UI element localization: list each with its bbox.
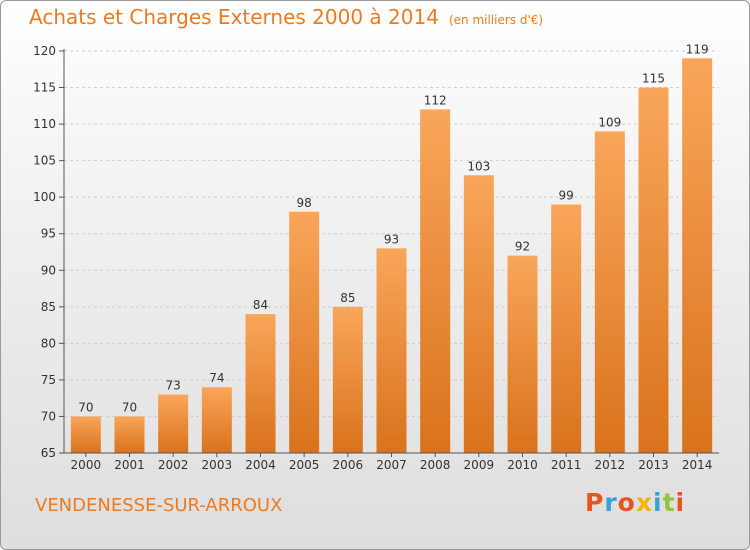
y-tick-label: 65 [41, 446, 56, 460]
logo-letter: r [604, 488, 618, 517]
logo-letter: i [653, 488, 663, 517]
y-tick-label: 80 [41, 336, 56, 350]
y-tick-label: 95 [41, 227, 56, 241]
bar-value-label: 99 [559, 188, 574, 202]
y-tick-label: 120 [33, 44, 56, 58]
bar-2002 [158, 394, 189, 453]
logo-letter: t [662, 488, 676, 517]
bar-value-label: 85 [340, 291, 355, 305]
x-tick-label: 2007 [376, 458, 407, 472]
proxiti-logo: Proxiti [585, 488, 685, 517]
logo-letter: i [675, 488, 686, 517]
bar-value-label: 93 [384, 232, 399, 246]
bar-value-label: 109 [598, 115, 621, 129]
x-tick-label: 2000 [71, 458, 102, 472]
bar-value-label: 73 [166, 379, 181, 393]
bars-layer: 70 70 73 74 84 98 85 93 112 103 92 99 109 115 119 [70, 42, 713, 454]
y-tick-label: 100 [33, 190, 56, 204]
bar-value-label: 112 [424, 93, 447, 107]
x-tick-label: 2013 [638, 458, 669, 472]
chart-title: Achats et Charges Externes 2000 à 2014 [29, 5, 439, 29]
x-tick-label: 2014 [682, 458, 713, 472]
x-tick-label: 2012 [595, 458, 626, 472]
bar-2003 [201, 387, 232, 453]
bar-value-label: 70 [78, 400, 93, 414]
bar-2013 [638, 87, 669, 453]
bar-2006 [332, 306, 363, 453]
bar-value-label: 70 [122, 400, 137, 414]
place-name: VENDENESSE-SUR-ARROUX [35, 495, 283, 516]
chart-subtitle: (en milliers d'€) [448, 13, 544, 27]
bar-2005 [289, 211, 320, 453]
y-tick-label: 90 [41, 263, 56, 277]
bar-2010 [507, 255, 538, 453]
bar-value-label: 84 [253, 298, 268, 312]
x-tick-label: 2001 [114, 458, 145, 472]
bar-value-label: 103 [467, 159, 490, 173]
y-tick-label: 85 [41, 300, 56, 314]
logo-letter: P [585, 488, 605, 517]
x-tick-label: 2009 [464, 458, 495, 472]
x-tick-label: 2010 [507, 458, 538, 472]
y-tick-label: 75 [41, 373, 56, 387]
bar-2008 [420, 109, 451, 454]
y-tick-label: 115 [33, 81, 56, 95]
bar-2012 [594, 131, 625, 453]
x-tick-label: 2005 [289, 458, 320, 472]
bar-2001 [114, 416, 145, 453]
bar-value-label: 92 [515, 240, 530, 254]
logo-letter: x [635, 488, 653, 517]
bar-2007 [376, 248, 407, 453]
x-tick-label: 2011 [551, 458, 582, 472]
bar-2009 [463, 175, 494, 453]
bar-2000 [70, 416, 101, 453]
bar-2014 [682, 58, 713, 454]
x-tick-label: 2006 [333, 458, 364, 472]
bar-value-label: 74 [209, 371, 224, 385]
title-row: Achats et Charges Externes 2000 à 2014 (e… [29, 5, 543, 29]
axis-layer: 65 70 75 80 85 90 95 100 105 110 115 120 2000 2001 200… [33, 44, 719, 472]
bar-value-label: 98 [297, 196, 312, 210]
bar-2004 [245, 314, 276, 453]
bar-value-label: 119 [686, 42, 709, 56]
x-tick-label: 2002 [158, 458, 189, 472]
y-tick-label: 70 [41, 409, 56, 423]
y-tick-label: 105 [33, 154, 56, 168]
bar-value-label: 115 [642, 72, 665, 86]
bar-chart: 70 70 73 74 84 98 85 93 112 103 92 99 109 115 119 65 70… [33, 42, 719, 472]
x-tick-label: 2003 [202, 458, 233, 472]
x-tick-label: 2008 [420, 458, 451, 472]
x-tick-label: 2004 [245, 458, 276, 472]
y-tick-label: 110 [33, 117, 56, 131]
logo-letter: o [617, 488, 636, 517]
bar-2011 [551, 204, 582, 453]
